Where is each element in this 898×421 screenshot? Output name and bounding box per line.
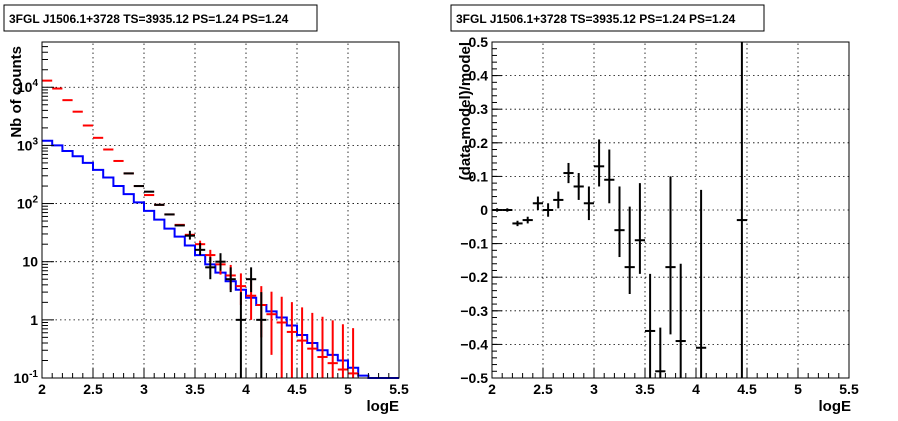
residual-y-axis-title: (data-model)/model — [457, 42, 474, 180]
counts-x-tick-label: 4.5 — [287, 381, 307, 397]
model-histogram-line — [42, 139, 399, 379]
counts-y-tick-label: 102 — [17, 195, 39, 212]
residual-x-tick-label: 4.5 — [737, 381, 757, 397]
counts-y-tick-label: 10 — [22, 254, 38, 270]
residual-y-tick-label: 0.1 — [469, 168, 489, 184]
residual-x-tick-label: 5.5 — [839, 381, 859, 397]
counts-y-axis-title: Nb of counts — [8, 46, 25, 138]
counts-x-tick-label: 2 — [38, 381, 46, 397]
counts-x-tick-label: 3 — [140, 381, 148, 397]
counts-y-tick-label: 103 — [17, 136, 39, 153]
counts-panel: 3FGL J1506.1+3728 TS=3935.12 PS=1.24 PS=… — [3, 4, 409, 415]
counts-x-tick-label: 5 — [344, 381, 352, 397]
residual-x-tick-label: 2 — [488, 381, 496, 397]
residual-x-axis-title: logE — [819, 398, 852, 415]
residual-y-tick-label: 0.2 — [469, 135, 489, 151]
residual-x-tick-label: 2.5 — [533, 381, 553, 397]
residual-y-tick-label: −0.4 — [460, 336, 488, 352]
residual-title-box — [450, 4, 765, 32]
counts-x-tick-label: 4 — [242, 381, 250, 397]
residual-y-tick-label: −0.2 — [460, 269, 488, 285]
residual-panel: 3FGL J1506.1+3728 TS=3935.12 PS=1.24 PS=… — [450, 4, 859, 415]
residual-y-tick-label: −0.3 — [460, 303, 488, 319]
residual-y-tick-label: 0.3 — [469, 101, 489, 117]
residual-y-tick-label: 0.5 — [469, 34, 489, 50]
residual-y-tick-label: 0.4 — [469, 68, 489, 84]
residual-y-tick-label: −0.5 — [460, 370, 488, 386]
counts-y-tick-label: 10-1 — [14, 369, 39, 386]
counts-y-tick-label: 1 — [30, 312, 38, 328]
counts-plot-frame — [41, 41, 400, 379]
counts-x-tick-label: 2.5 — [83, 381, 103, 397]
residual-x-tick-label: 5 — [794, 381, 802, 397]
residual-y-tick-label: −0.1 — [460, 236, 488, 252]
residual-y-tick-label: 0 — [480, 202, 488, 218]
counts-x-tick-label: 5.5 — [389, 381, 409, 397]
counts-title-box — [3, 4, 318, 32]
residual-x-tick-label: 3.5 — [635, 381, 655, 397]
counts-x-tick-label: 3.5 — [185, 381, 205, 397]
residual-title: 3FGL J1506.1+3728 TS=3935.12 PS=1.24 PS=… — [456, 12, 736, 26]
counts-title: 3FGL J1506.1+3728 TS=3935.12 PS=1.24 PS=… — [9, 12, 289, 26]
residual-x-tick-label: 4 — [692, 381, 700, 397]
counts-x-axis-title: logE — [367, 398, 400, 415]
residual-x-tick-label: 3 — [590, 381, 598, 397]
